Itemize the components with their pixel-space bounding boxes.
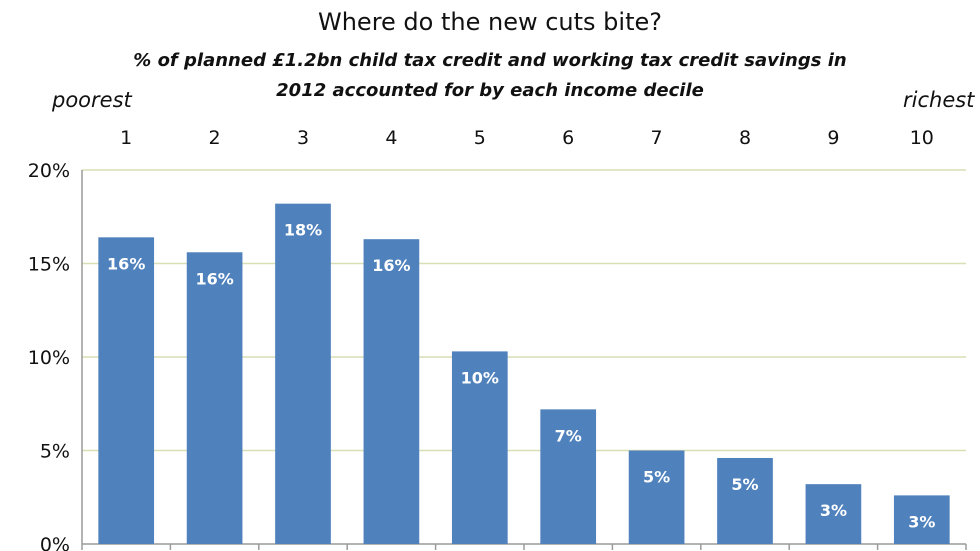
category-label: 9	[827, 127, 839, 149]
category-label: 7	[651, 127, 663, 149]
category-label: 6	[562, 127, 574, 149]
bar	[540, 409, 597, 544]
category-label: 4	[385, 127, 397, 149]
bar	[186, 252, 243, 544]
bar	[717, 457, 773, 544]
bar	[628, 450, 685, 544]
category-label: 1	[120, 127, 132, 149]
data-label: 5%	[731, 475, 758, 494]
chart-title: Where do the new cuts bite?	[317, 8, 662, 36]
data-label: 5%	[643, 468, 670, 487]
bar	[893, 495, 950, 544]
chart-subtitle-line-2: 2012 accounted for by each income decile	[276, 80, 704, 101]
data-label: 7%	[555, 426, 582, 445]
category-label: 3	[297, 127, 309, 149]
poorest-label: poorest	[52, 88, 132, 112]
data-label: 16%	[372, 256, 410, 275]
bar	[451, 351, 508, 544]
bar	[805, 484, 862, 544]
bar	[98, 237, 155, 544]
y-tick-label: 0%	[40, 534, 70, 551]
category-label: 2	[209, 127, 221, 149]
data-label: 10%	[461, 368, 499, 387]
data-label: 3%	[908, 512, 935, 531]
y-tick-label: 5%	[40, 441, 70, 463]
data-label: 16%	[195, 269, 233, 288]
bar	[275, 203, 331, 544]
chart-subtitle-line-1: % of planned £1.2bn child tax credit and…	[133, 50, 847, 71]
y-tick-label: 20%	[28, 160, 70, 182]
category-label: 5	[474, 127, 486, 149]
bar	[363, 239, 420, 544]
y-tick-label: 15%	[28, 254, 70, 276]
y-tick-label: 10%	[28, 347, 70, 369]
richest-label: richest	[903, 88, 975, 112]
data-label: 18%	[284, 221, 322, 240]
category-label: 8	[739, 127, 751, 149]
data-label: 3%	[820, 501, 847, 520]
category-label: 10	[910, 127, 934, 149]
data-label: 16%	[107, 254, 145, 273]
